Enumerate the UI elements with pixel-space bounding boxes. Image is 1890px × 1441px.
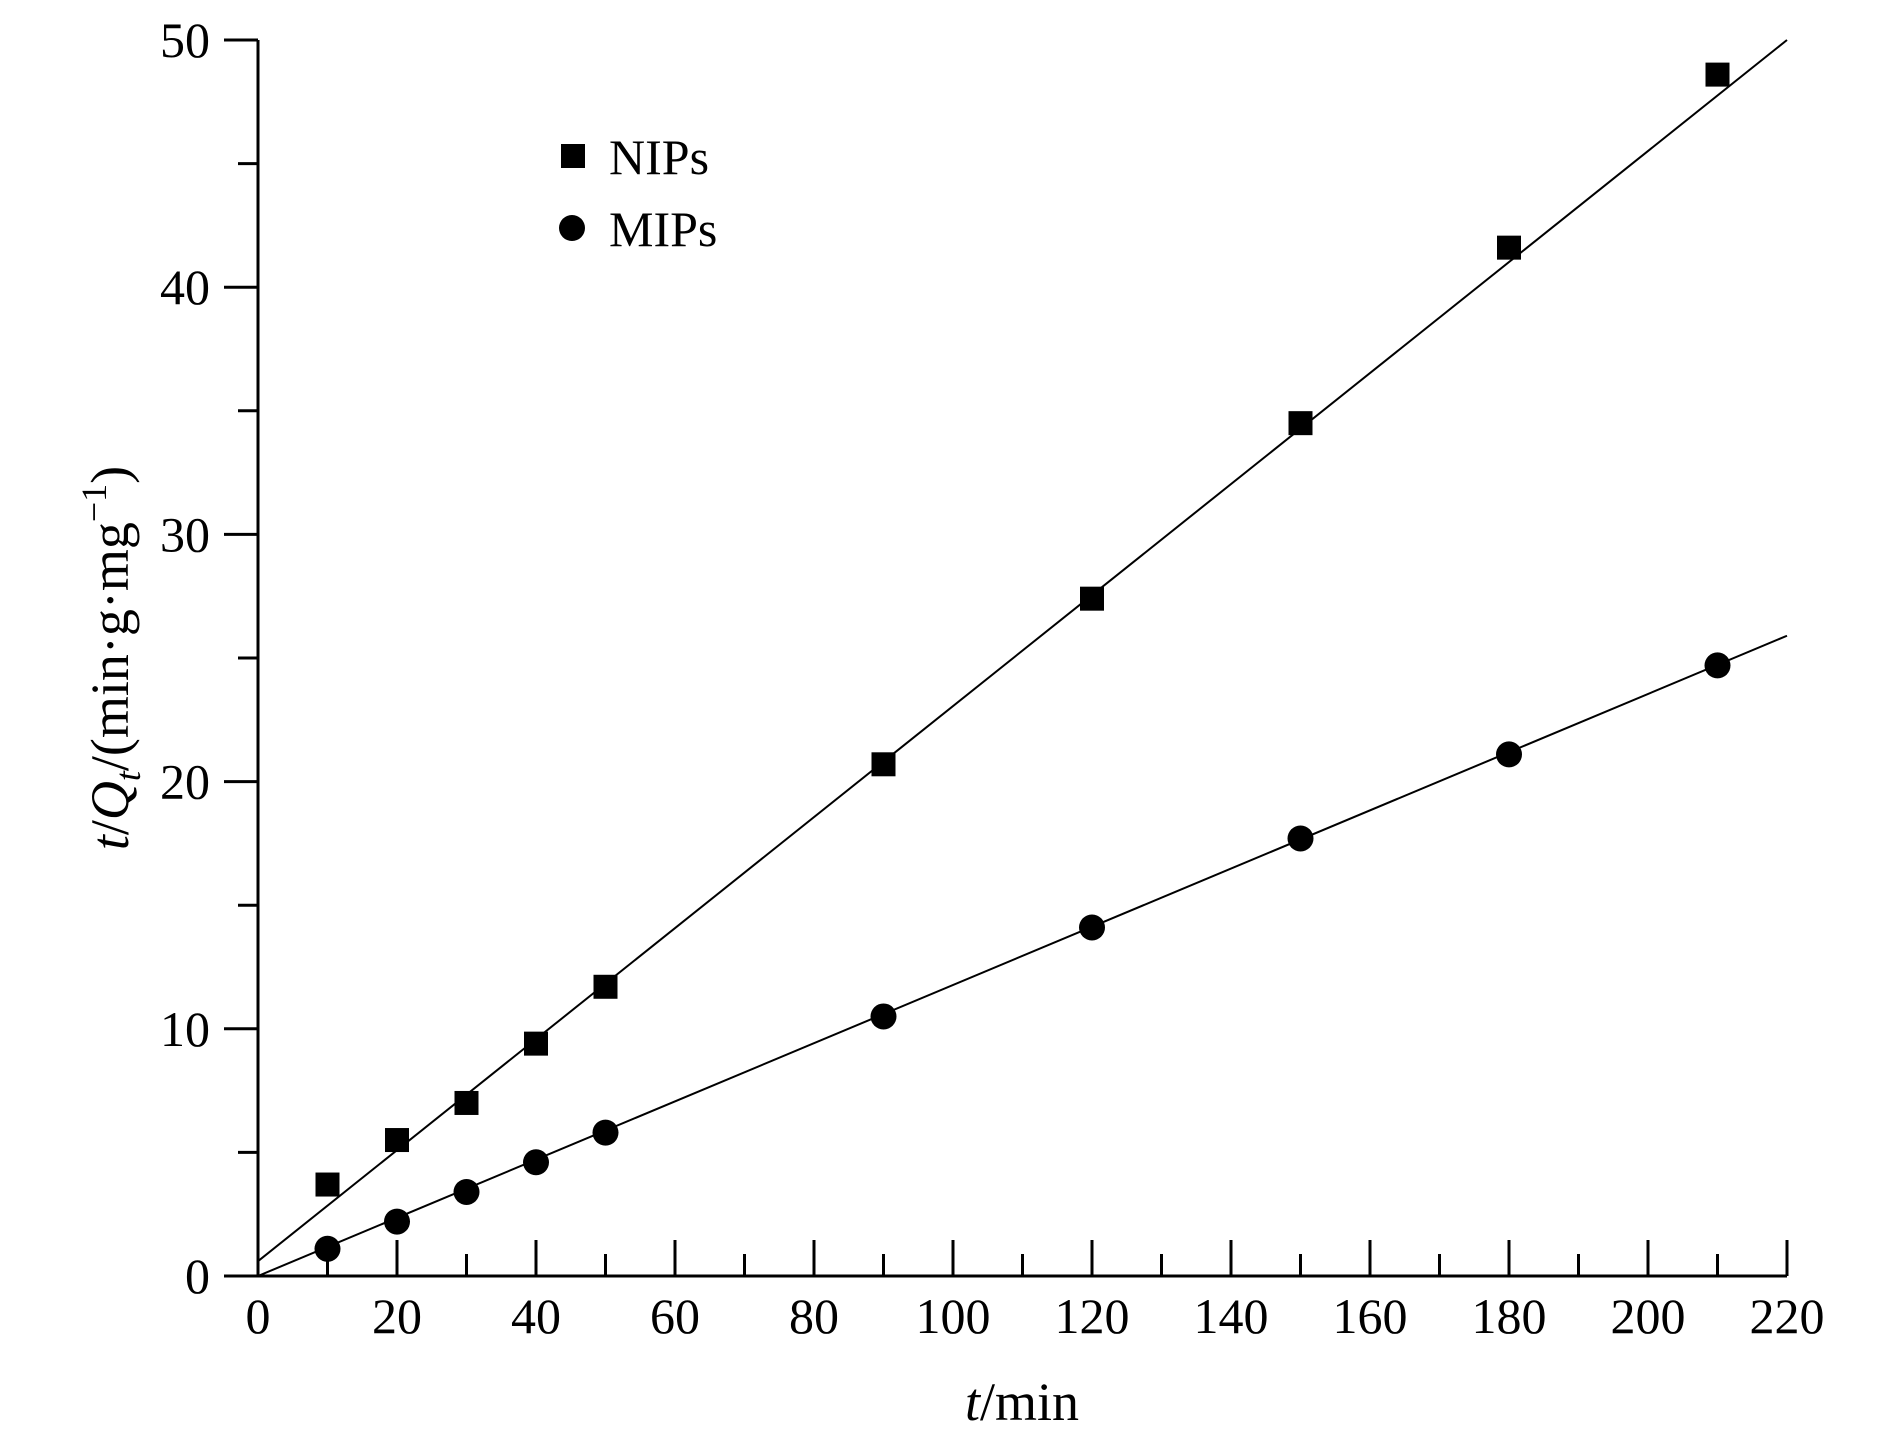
- data-point-nips: [385, 1128, 409, 1153]
- y-tick-label: 10: [160, 1001, 210, 1057]
- data-point-nips: [315, 1172, 340, 1197]
- data-point-mips: [870, 1003, 897, 1030]
- data-point-nips: [1288, 411, 1313, 436]
- x-tick-label: 100: [916, 1288, 991, 1344]
- legend-label-mips: MIPs: [609, 201, 717, 257]
- data-point-nips: [871, 752, 896, 777]
- data-point-nips: [1705, 62, 1730, 87]
- x-tick-label: 200: [1611, 1288, 1686, 1344]
- data-point-nips: [524, 1031, 548, 1056]
- fit-line-mips: [257, 634, 1788, 1277]
- y-axis-title: t/Qt/(min·g·mg−1): [74, 466, 148, 850]
- legend: NIPs MIPs: [559, 129, 717, 257]
- data-point-nips: [1080, 586, 1104, 611]
- data-point-nips: [1497, 235, 1521, 260]
- y-tick-label: 30: [160, 506, 210, 562]
- x-tick-label: 20: [372, 1288, 422, 1344]
- x-tick-label: 120: [1055, 1288, 1130, 1344]
- x-tick-label: 80: [789, 1288, 839, 1344]
- legend-marker-nips: [561, 144, 585, 168]
- x-axis-title: t/min: [965, 1372, 1079, 1432]
- x-tick-label: 160: [1333, 1288, 1408, 1344]
- y-tick-label: 50: [160, 12, 210, 68]
- x-tick-label: 180: [1472, 1288, 1547, 1344]
- plot-area: 0 20 40 60 80 100 120 140 160 180 200 220 0 10 20 30 40…: [160, 12, 1825, 1344]
- data-point-mips: [1496, 741, 1522, 768]
- data-markers: [314, 62, 1731, 1262]
- legend-marker-mips: [559, 215, 585, 241]
- x-tick-label: 40: [511, 1288, 561, 1344]
- y-ticks: 0 10 20 30 40 50: [160, 12, 258, 1304]
- data-point-mips: [384, 1208, 410, 1235]
- data-point-mips: [1287, 825, 1314, 852]
- data-point-mips: [1079, 914, 1105, 941]
- x-tick-label: 220: [1750, 1288, 1825, 1344]
- y-tick-label: 20: [160, 754, 210, 810]
- data-point-mips: [314, 1235, 341, 1262]
- data-point-mips: [592, 1119, 619, 1146]
- data-point-mips: [523, 1149, 549, 1176]
- x-tick-label: 140: [1194, 1288, 1269, 1344]
- data-point-mips: [453, 1178, 480, 1205]
- legend-label-nips: NIPs: [609, 129, 709, 185]
- data-point-nips: [454, 1090, 479, 1115]
- y-tick-label: 0: [185, 1248, 210, 1304]
- x-tick-label: 0: [246, 1288, 271, 1344]
- y-tick-label: 40: [160, 259, 210, 315]
- data-point-mips: [1704, 652, 1731, 679]
- fit-lines: [257, 39, 1788, 1277]
- data-point-nips: [593, 974, 618, 999]
- x-tick-label: 60: [650, 1288, 700, 1344]
- fit-line-nips: [257, 39, 1788, 1262]
- x-ticks: 0 20 40 60 80 100 120 140 160 180 200 220: [246, 1240, 1825, 1344]
